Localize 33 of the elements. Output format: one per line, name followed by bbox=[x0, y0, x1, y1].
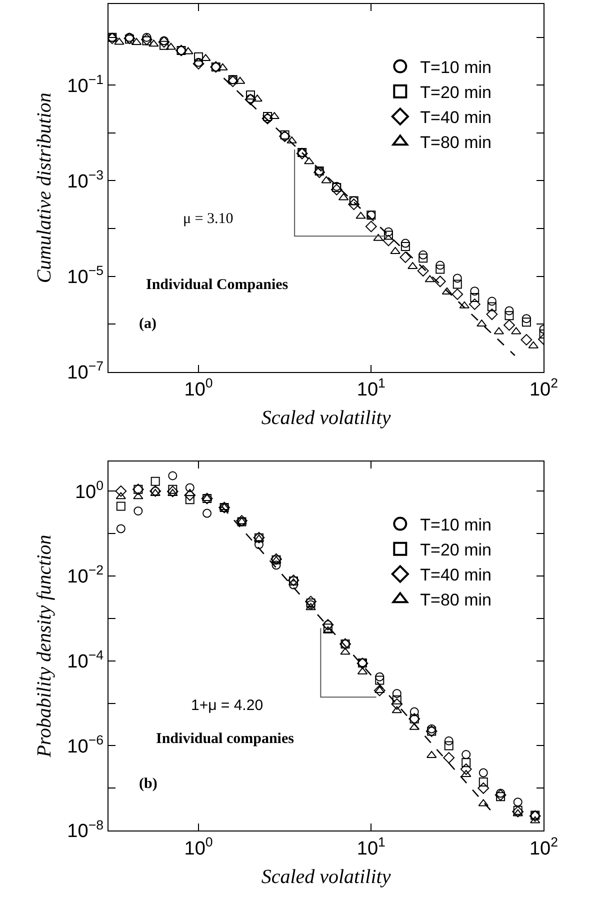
legend-label: T=10 min bbox=[420, 58, 492, 77]
x-tick-label: 10$^{1}$ bbox=[356, 376, 386, 401]
y-tick-label: 10$^{−8}$ bbox=[67, 817, 104, 842]
legend-label: T=20 min bbox=[420, 540, 492, 560]
x-axis-title: Scaled volatility bbox=[261, 407, 391, 430]
x-tick-label: 10$^{0}$ bbox=[184, 834, 213, 860]
x-tick-label: 10$^{2}$ bbox=[529, 834, 558, 860]
y-axis-title: Cumulative distribution bbox=[34, 92, 56, 284]
y-tick-label: 10$^{−4}$ bbox=[67, 648, 104, 672]
x-tick-label: 10$^{2}$ bbox=[529, 376, 558, 401]
annotation: (b) bbox=[139, 776, 158, 792]
annotation: Individual companies bbox=[156, 731, 294, 747]
y-tick-label: 10$^{−6}$ bbox=[67, 732, 104, 758]
legend-label: T=40 min bbox=[420, 108, 492, 128]
annotation: 1+μ = 4.20 bbox=[191, 697, 264, 714]
y-tick-label: 10$^{−1}$ bbox=[67, 72, 104, 97]
legend-label: T=10 min bbox=[420, 515, 492, 534]
y-tick-label: 10$^{0}$ bbox=[74, 478, 104, 503]
y-tick-label: 10$^{−3}$ bbox=[67, 167, 104, 192]
x-tick-label: 10$^{1}$ bbox=[356, 834, 386, 860]
annotation: μ = 3.10 bbox=[183, 211, 234, 227]
y-tick-label: 10$^{−5}$ bbox=[67, 262, 104, 288]
y-tick-label: 10$^{−2}$ bbox=[67, 562, 104, 588]
annotation: (a) bbox=[139, 316, 156, 332]
legend-label: T=20 min bbox=[420, 83, 492, 102]
legend-label: T=40 min bbox=[420, 566, 492, 585]
legend-label: T=80 min bbox=[420, 590, 492, 610]
legend-label: T=80 min bbox=[420, 133, 492, 152]
y-axis-title: Probability density function bbox=[34, 534, 56, 758]
x-tick-label: 10$^{0}$ bbox=[184, 376, 213, 401]
x-axis-title: Scaled volatility bbox=[261, 866, 391, 888]
annotation: Individual Companies bbox=[146, 277, 288, 293]
y-tick-label: 10$^{−7}$ bbox=[67, 358, 104, 384]
